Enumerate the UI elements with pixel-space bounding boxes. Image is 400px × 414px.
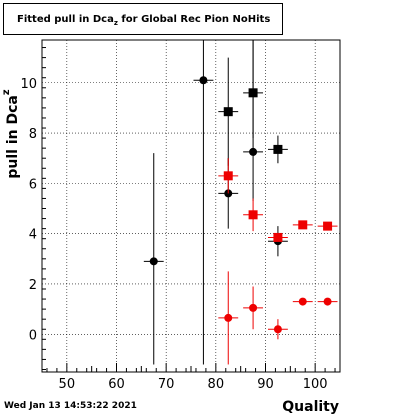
data-point	[243, 40, 264, 139]
plot-frame	[41, 39, 341, 373]
data-point	[243, 198, 264, 232]
x-axis-label: Quality	[282, 399, 339, 414]
circle-marker	[199, 76, 208, 85]
data-point	[267, 135, 288, 164]
circle-marker	[249, 147, 258, 156]
square-marker	[273, 232, 283, 242]
data-marks	[143, 40, 338, 365]
data-point	[317, 297, 338, 306]
data-point	[218, 271, 239, 365]
data-point	[218, 57, 239, 166]
square-marker	[273, 144, 283, 154]
circle-marker	[149, 257, 158, 266]
x-tick-label: 50	[59, 377, 76, 392]
square-marker	[248, 88, 258, 98]
circle-marker	[273, 325, 282, 334]
circle-marker	[224, 313, 233, 322]
x-tick-label: 100	[303, 377, 328, 392]
square-marker	[298, 220, 308, 230]
chart-title: Fitted pull in Dcaz for Global Rec Pion …	[17, 14, 270, 27]
x-tick-label: 90	[257, 377, 274, 392]
square-marker	[223, 107, 233, 117]
square-marker	[323, 221, 333, 231]
y-tick-label: 8	[29, 127, 37, 142]
x-tick-label: 80	[208, 377, 225, 392]
data-point	[292, 220, 313, 230]
data-point	[218, 158, 239, 194]
data-point	[193, 40, 214, 365]
data-point	[267, 232, 288, 242]
circle-marker	[249, 303, 258, 312]
axis-ticks	[41, 47, 341, 372]
y-tick-label: 10	[20, 77, 37, 92]
circle-marker	[298, 297, 307, 306]
circle-marker	[323, 297, 332, 306]
data-point	[292, 297, 313, 306]
x-tick-label: 70	[158, 377, 175, 392]
y-tick-label: 2	[29, 278, 37, 293]
y-tick-label: 4	[29, 228, 37, 243]
y-tick-label: 0	[29, 328, 37, 343]
square-marker	[248, 210, 258, 220]
chart-title-box	[3, 3, 283, 35]
grid	[42, 40, 340, 372]
timestamp: Wed Jan 13 14:53:22 2021	[4, 401, 137, 411]
data-point	[243, 286, 264, 330]
tick-labels: 50 60 70 80 90 100 0 2 4 6 8 10	[20, 77, 327, 392]
data-point	[143, 153, 164, 365]
y-tick-label: 6	[29, 177, 37, 192]
x-tick-label: 60	[108, 377, 125, 392]
data-point	[267, 319, 288, 340]
y-axis-label: pull in Dcaz	[1, 89, 21, 178]
square-marker	[223, 171, 233, 181]
data-point	[317, 221, 338, 231]
